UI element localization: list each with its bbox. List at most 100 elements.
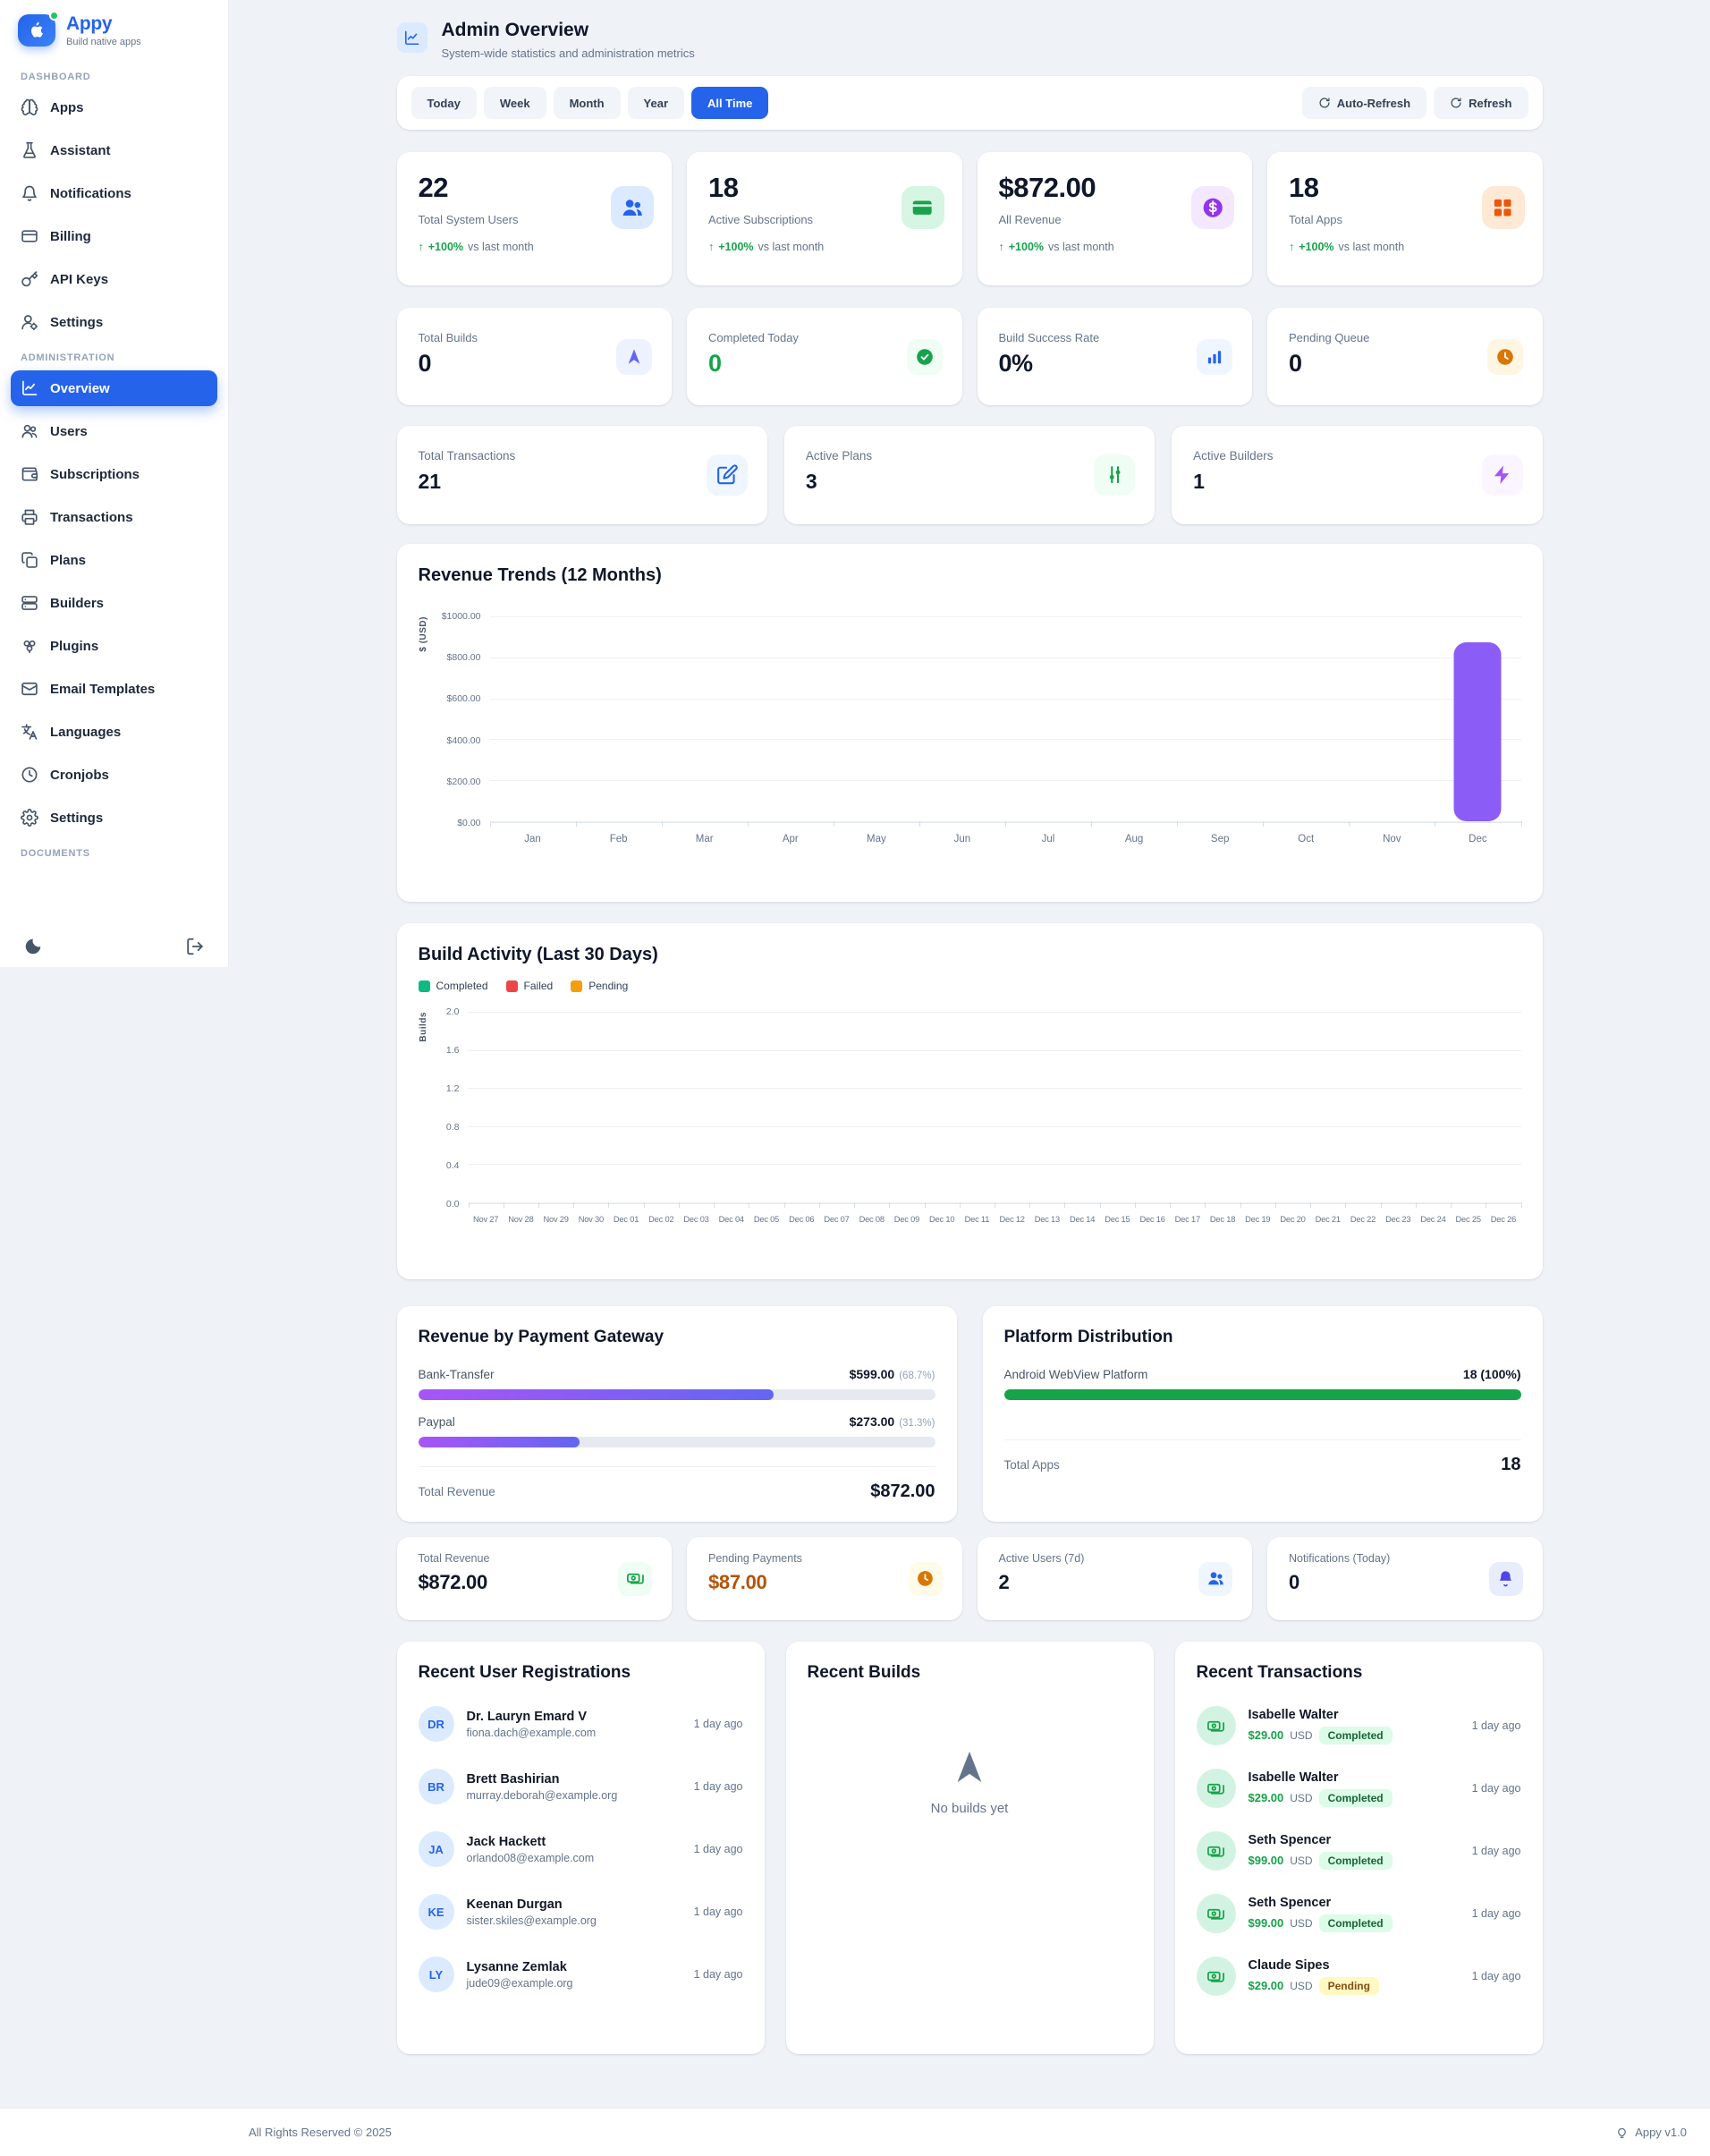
sidebar-item-users[interactable]: Users: [11, 413, 217, 449]
refresh-button[interactable]: Refresh: [1434, 87, 1528, 119]
avatar: LY: [418, 1957, 454, 1992]
page-footer: All Rights Reserved © 2025 Appy v1.0: [0, 2108, 1710, 2156]
build-chart-title: Build Activity (Last 30 Days): [418, 945, 658, 964]
x-tick-mark: [1005, 821, 1006, 827]
stat-card-total-transactions: Total Transactions 21: [396, 426, 767, 524]
footer-copyright: All Rights Reserved © 2025: [249, 2126, 392, 2139]
x-axis-label-dec-05: Dec 05: [753, 1215, 780, 1224]
sidebar-item-notifications[interactable]: Notifications: [11, 175, 217, 211]
recent-transactions-panel: Recent Transactions Isabelle Walter $29.0…: [1174, 1642, 1543, 2054]
gridline: [468, 1012, 1521, 1013]
cash-icon: [1196, 1957, 1236, 1996]
stat-change-percent: +100%: [1299, 241, 1334, 253]
arrow-up-icon: ↑: [1289, 241, 1295, 253]
billing-icon: [21, 227, 38, 245]
range-button-month[interactable]: Month: [553, 87, 621, 119]
transaction-time: 1 day ago: [1471, 1907, 1521, 1920]
platform-progress-track: [1003, 1389, 1521, 1400]
stat-change: ↑ +100% vs last month: [708, 241, 941, 253]
status-badge: Completed: [1318, 1914, 1393, 1932]
x-tick-mark: [854, 1202, 856, 1208]
range-button-today[interactable]: Today: [411, 87, 477, 119]
sidebar-item-api-keys[interactable]: API Keys: [11, 261, 217, 297]
legend-item-completed: Completed: [418, 980, 488, 992]
range-button-all-time[interactable]: All Time: [691, 87, 769, 119]
build-x-labels: Nov 27 Nov 28 Nov 29 Nov 30 Dec 01 Dec 02 Dec …: [469, 1215, 1521, 1224]
stats-row-2: Total Builds 0 Completed Today 0 Build Succe…: [396, 308, 1543, 405]
gateway-row-paypal: Paypal $273.00 (31.3%): [419, 1414, 935, 1429]
grid-icon: [1481, 186, 1525, 229]
user-name: Brett Bashirian: [466, 1771, 560, 1787]
users-icon: [21, 422, 38, 440]
clock-solid-icon: [908, 1561, 943, 1596]
apps-icon: [21, 98, 38, 116]
y-tick-label: 1.6: [445, 1045, 460, 1056]
app-tagline: Build native apps: [66, 37, 141, 47]
sidebar-item-settings[interactable]: Settings: [11, 304, 217, 340]
logout-button[interactable]: [185, 937, 205, 956]
legend-item-pending: Pending: [571, 980, 628, 992]
sidebar-item-plugins[interactable]: Plugins: [11, 628, 217, 664]
gridline: [468, 1049, 1521, 1051]
sidebar-item-email-templates[interactable]: Email Templates: [11, 671, 217, 707]
user-name: Keenan Durgan: [466, 1897, 563, 1912]
x-tick-mark: [1029, 1202, 1031, 1208]
cash-icon: [1196, 1831, 1236, 1871]
sidebar-item-label: Notifications: [50, 185, 131, 201]
x-axis-label-dec-25: Dec 25: [1455, 1215, 1481, 1224]
x-tick-mark: [1349, 821, 1350, 827]
stats-row-3: Total Transactions 21 Active Plans 3 Active …: [396, 426, 1543, 524]
platform-total-label: Total Apps: [1003, 1458, 1060, 1472]
sidebar-item-label: Users: [50, 423, 88, 439]
avatar: BR: [418, 1769, 454, 1804]
gateway-title: Revenue by Payment Gateway: [418, 1328, 665, 1346]
bar-chart-icon: [1197, 338, 1232, 375]
dark-mode-toggle[interactable]: [23, 937, 43, 956]
x-tick-mark: [1099, 1202, 1101, 1208]
sidebar-item-transactions[interactable]: Transactions: [11, 499, 217, 535]
sidebar-item-cronjobs[interactable]: Cronjobs: [11, 757, 217, 793]
sidebar-item-builders[interactable]: Builders: [11, 585, 217, 621]
stat-value: 0: [708, 350, 722, 377]
sidebar-footer: [0, 937, 228, 956]
sidebar-item-assistant[interactable]: Assistant: [11, 132, 217, 168]
sidebar-item-subscriptions[interactable]: Subscriptions: [11, 456, 217, 492]
gateway-total-value: $872.00: [870, 1481, 935, 1501]
sidebar-item-settings[interactable]: Settings: [11, 800, 217, 836]
platform-rows: Android WebView Platform 18 (100%): [1003, 1367, 1521, 1400]
x-tick-mark: [1170, 1202, 1172, 1208]
transaction-user-name: Isabelle Walter: [1248, 1707, 1339, 1722]
registration-time: 1 day ago: [693, 1780, 743, 1793]
sidebar-item-label: Transactions: [50, 509, 133, 525]
sidebar-item-plans[interactable]: Plans: [11, 542, 217, 578]
users-solid-icon: [611, 186, 654, 229]
transaction-currency: USD: [1290, 1854, 1313, 1867]
x-axis-label-may: May: [866, 834, 886, 845]
sidebar-item-apps[interactable]: Apps: [11, 89, 217, 125]
transaction-user-name: Isabelle Walter: [1248, 1770, 1339, 1785]
auto-refresh-button[interactable]: Auto-Refresh: [1301, 87, 1427, 119]
revenue-trends-chart-card: Revenue Trends (12 Months) $ (USD) $1000…: [396, 544, 1543, 902]
x-tick-mark: [1134, 1202, 1136, 1208]
gateway-label: Paypal: [418, 1415, 455, 1429]
x-axis-label-dec-09: Dec 09: [893, 1215, 920, 1224]
arrow-up-icon: ↑: [708, 241, 715, 253]
edit-icon: [706, 454, 748, 496]
y-tick-label: 2.0: [445, 1006, 460, 1017]
apple-icon: [18, 11, 59, 47]
x-axis-label-dec-26: Dec 26: [1490, 1215, 1517, 1224]
gridline: [468, 1164, 1521, 1166]
sidebar-item-label: Billing: [50, 228, 91, 244]
arrow-up-icon: ↑: [998, 241, 1004, 253]
avatar: KE: [418, 1894, 454, 1930]
app-logo[interactable]: Appy Build native apps: [0, 0, 228, 59]
sidebar-item-billing[interactable]: Billing: [11, 218, 217, 254]
sidebar-item-overview[interactable]: Overview: [11, 370, 217, 406]
range-button-year[interactable]: Year: [627, 87, 685, 119]
registration-list-item: JA Jack Hackett orlando08@example.com 1 day…: [418, 1831, 743, 1867]
stat-value: 3: [805, 470, 817, 493]
sidebar-item-languages[interactable]: Languages: [11, 714, 217, 750]
y-tick-label: 0.8: [445, 1122, 460, 1133]
x-tick-mark: [1177, 821, 1179, 827]
range-button-week[interactable]: Week: [483, 87, 546, 119]
